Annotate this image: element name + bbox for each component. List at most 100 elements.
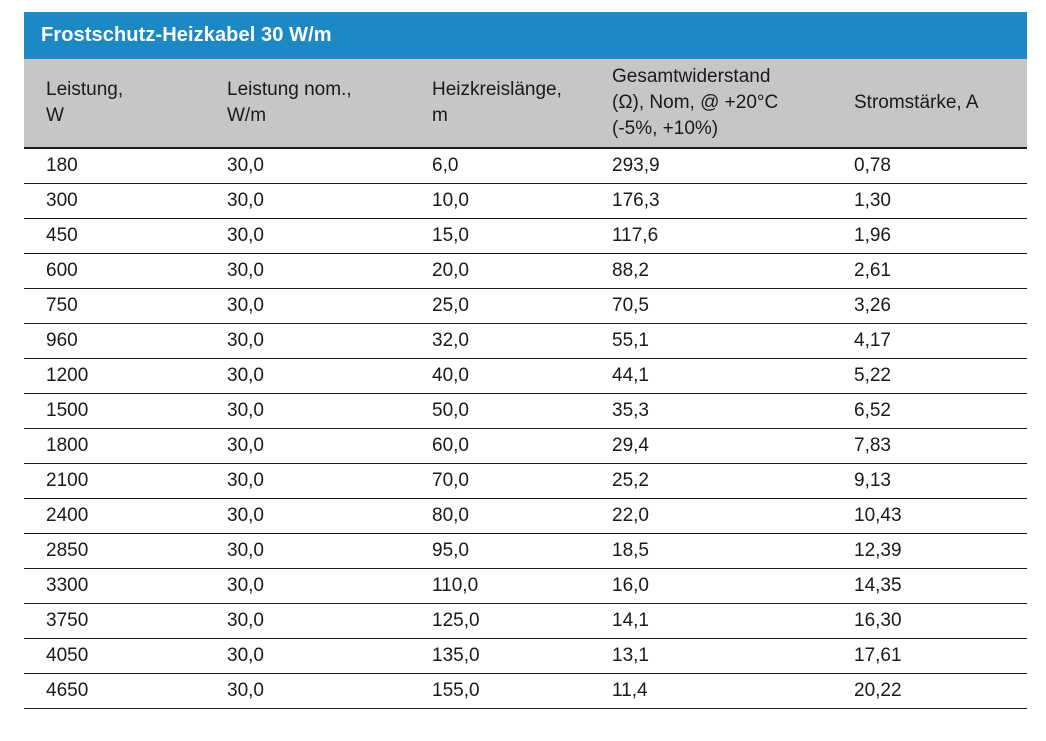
table-cell: 30,0 (205, 603, 410, 639)
table-cell: 4050 (24, 638, 205, 674)
table-cell: 1500 (24, 393, 205, 429)
table-cell: 30,0 (205, 428, 410, 464)
spec-table: Leistung, W Leistung nom., W/m Heizkreis… (24, 59, 1027, 709)
table-cell: 7,83 (832, 428, 1027, 464)
table-cell: 55,1 (590, 323, 832, 359)
table-row: 960 30,0 32,0 55,1 4,17 (24, 323, 1027, 359)
table-row: 2400 30,0 80,0 22,0 10,43 (24, 498, 1027, 534)
table-row: 2850 30,0 95,0 18,5 12,39 (24, 533, 1027, 569)
table-cell: 70,0 (410, 463, 590, 499)
table-cell: 80,0 (410, 498, 590, 534)
table-cell: 20,0 (410, 253, 590, 289)
table-cell: 16,30 (832, 603, 1027, 639)
table-row: 1200 30,0 40,0 44,1 5,22 (24, 358, 1027, 394)
table-cell: 2,61 (832, 253, 1027, 289)
table-cell: 10,43 (832, 498, 1027, 534)
table-cell: 15,0 (410, 218, 590, 254)
table-row: 750 30,0 25,0 70,5 3,26 (24, 288, 1027, 324)
table-cell: 95,0 (410, 533, 590, 569)
column-header-gesamtwiderstand: Gesamtwiderstand (Ω), Nom, @ +20°C (-5%,… (590, 59, 832, 149)
table-title-bar: Frostschutz-Heizkabel 30 W/m (24, 12, 1027, 59)
table-cell: 30,0 (205, 568, 410, 604)
table-row: 4650 30,0 155,0 11,4 20,22 (24, 673, 1027, 709)
table-row: 4050 30,0 135,0 13,1 17,61 (24, 638, 1027, 674)
table-cell: 18,5 (590, 533, 832, 569)
table-cell: 6,0 (410, 148, 590, 184)
table-cell: 70,5 (590, 288, 832, 324)
table-cell: 4650 (24, 673, 205, 709)
table-cell: 600 (24, 253, 205, 289)
table-cell: 110,0 (410, 568, 590, 604)
table-cell: 9,13 (832, 463, 1027, 499)
table-cell: 30,0 (205, 673, 410, 709)
table-cell: 50,0 (410, 393, 590, 429)
table-cell: 450 (24, 218, 205, 254)
table-cell: 17,61 (832, 638, 1027, 674)
table-cell: 60,0 (410, 428, 590, 464)
table-cell: 88,2 (590, 253, 832, 289)
table-row: 1500 30,0 50,0 35,3 6,52 (24, 393, 1027, 429)
table-row: 3300 30,0 110,0 16,0 14,35 (24, 568, 1027, 604)
table-cell: 25,0 (410, 288, 590, 324)
table-cell: 32,0 (410, 323, 590, 359)
table-row: 3750 30,0 125,0 14,1 16,30 (24, 603, 1027, 639)
table-cell: 117,6 (590, 218, 832, 254)
table-cell: 5,22 (832, 358, 1027, 394)
table-row: 300 30,0 10,0 176,3 1,30 (24, 183, 1027, 219)
column-header-leistung: Leistung, W (24, 59, 205, 149)
table-title: Frostschutz-Heizkabel 30 W/m (41, 24, 332, 46)
table-cell: 30,0 (205, 183, 410, 219)
table-cell: 11,4 (590, 673, 832, 709)
table-cell: 30,0 (205, 393, 410, 429)
table-cell: 1,96 (832, 218, 1027, 254)
table-cell: 1200 (24, 358, 205, 394)
table-cell: 30,0 (205, 288, 410, 324)
table-cell: 3750 (24, 603, 205, 639)
table-cell: 16,0 (590, 568, 832, 604)
table-cell: 300 (24, 183, 205, 219)
table-cell: 2400 (24, 498, 205, 534)
table-cell: 40,0 (410, 358, 590, 394)
table-cell: 13,1 (590, 638, 832, 674)
table-cell: 0,78 (832, 148, 1027, 184)
table-row: 600 30,0 20,0 88,2 2,61 (24, 253, 1027, 289)
table-cell: 2100 (24, 463, 205, 499)
table-cell: 29,4 (590, 428, 832, 464)
table-cell: 10,0 (410, 183, 590, 219)
table-cell: 180 (24, 148, 205, 184)
heating-cable-spec-table: Frostschutz-Heizkabel 30 W/m Leistung, W… (24, 12, 1027, 709)
table-cell: 1,30 (832, 183, 1027, 219)
table-cell: 30,0 (205, 148, 410, 184)
table-cell: 6,52 (832, 393, 1027, 429)
table-row: 180 30,0 6,0 293,9 0,78 (24, 148, 1027, 184)
table-cell: 2850 (24, 533, 205, 569)
table-cell: 155,0 (410, 673, 590, 709)
table-cell: 1800 (24, 428, 205, 464)
table-cell: 30,0 (205, 218, 410, 254)
table-cell: 3300 (24, 568, 205, 604)
table-cell: 3,26 (832, 288, 1027, 324)
table-cell: 960 (24, 323, 205, 359)
table-cell: 750 (24, 288, 205, 324)
table-header: Leistung, W Leistung nom., W/m Heizkreis… (24, 59, 1027, 149)
table-cell: 30,0 (205, 323, 410, 359)
table-cell: 44,1 (590, 358, 832, 394)
table-cell: 30,0 (205, 533, 410, 569)
header-row: Leistung, W Leistung nom., W/m Heizkreis… (24, 59, 1027, 149)
table-cell: 14,1 (590, 603, 832, 639)
table-row: 2100 30,0 70,0 25,2 9,13 (24, 463, 1027, 499)
column-header-stromstaerke: Stromstärke, A (832, 59, 1027, 149)
table-cell: 12,39 (832, 533, 1027, 569)
table-cell: 293,9 (590, 148, 832, 184)
table-cell: 135,0 (410, 638, 590, 674)
table-cell: 30,0 (205, 358, 410, 394)
table-cell: 176,3 (590, 183, 832, 219)
table-cell: 14,35 (832, 568, 1027, 604)
table-cell: 20,22 (832, 673, 1027, 709)
table-cell: 30,0 (205, 638, 410, 674)
table-cell: 125,0 (410, 603, 590, 639)
table-row: 1800 30,0 60,0 29,4 7,83 (24, 428, 1027, 464)
table-cell: 35,3 (590, 393, 832, 429)
table-cell: 4,17 (832, 323, 1027, 359)
table-cell: 30,0 (205, 463, 410, 499)
